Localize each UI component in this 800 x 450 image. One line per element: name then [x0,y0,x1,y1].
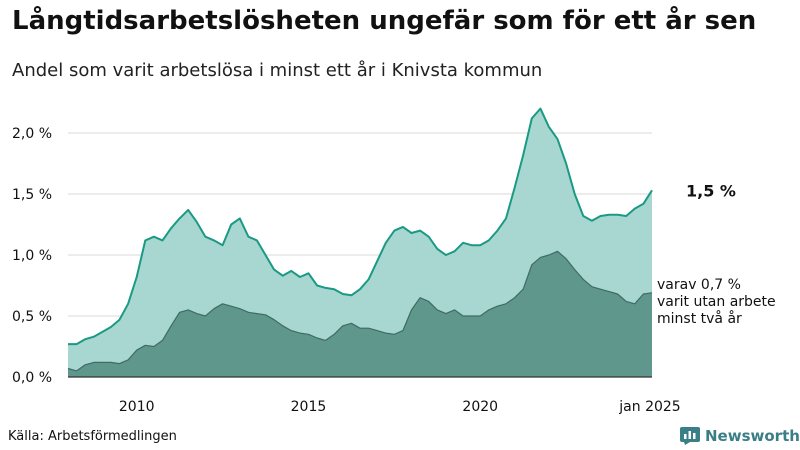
source-note: Källa: Arbetsförmedlingen [8,429,177,444]
chart-title: Långtidsarbetslösheten ungefär som för e… [12,6,757,36]
newsworthy-logo-icon [680,427,700,445]
plot-area [67,107,653,377]
y-tick-label: 0,0 % [12,370,52,386]
series-line-two-years [67,250,653,372]
y-tick-label: 2,0 % [12,126,52,142]
axes: 0,0 % 0,5 % 1,0 % 1,5 % 2,0 % 2010 2015 2020 jan… [12,126,681,415]
end-label-total: 1,5 % [686,181,736,200]
end-label-line: varav 0,7 % [657,277,741,293]
y-tick-label: 1,5 % [12,187,52,203]
end-label-two-years: varav 0,7 % varit utan arbete minst två år [657,277,776,327]
x-tick-label: 2015 [291,399,327,415]
y-tick-label: 0,5 % [12,309,52,325]
end-label-line: minst två år [657,310,742,327]
brand-logo: Newsworthy [680,426,800,446]
brand-name: Newsworthy [705,427,800,445]
x-tick-label: jan 2025 [618,399,680,415]
x-tick-label: 2020 [462,399,498,415]
series-area-two-years [68,251,652,377]
x-tick-label: 2010 [119,399,155,415]
chart-subtitle: Andel som varit arbetslösa i minst ett å… [12,60,543,81]
end-label-line: varit utan arbete [657,294,776,310]
series-labels: 1,5 % varav 0,7 % varit utan arbete minst t… [657,181,776,327]
y-tick-label: 1,0 % [12,248,52,264]
series-line-total [68,107,653,346]
